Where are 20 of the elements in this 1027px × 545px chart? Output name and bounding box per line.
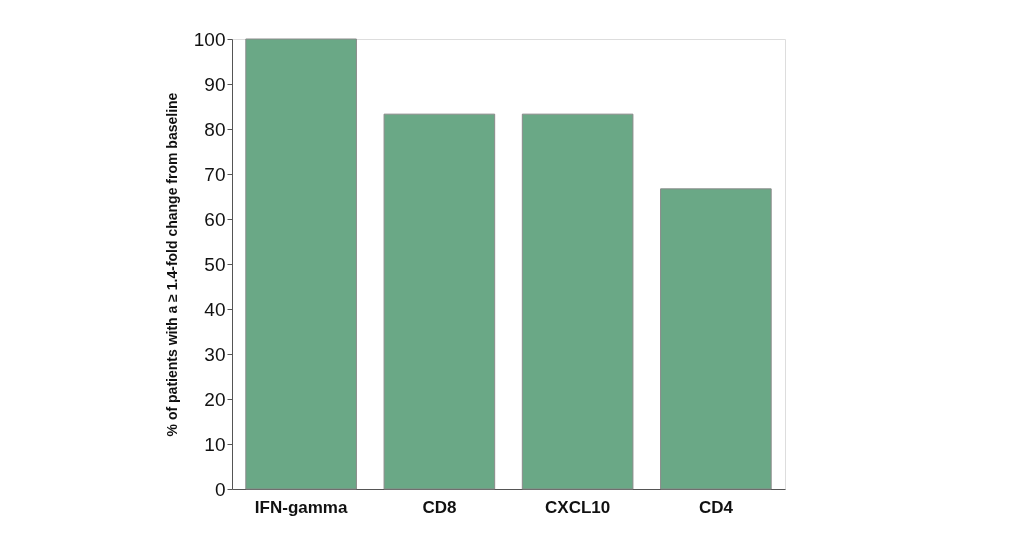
y-tick-label: 40 (204, 298, 226, 320)
x-tick-label: IFN-gamma (254, 497, 348, 517)
y-axis-title: % of patients with a ≥ 1.4-fold change from baseline (163, 92, 180, 437)
x-tick-label: CXCL10 (545, 497, 611, 517)
y-tick-label: 20 (204, 388, 226, 410)
y-tick-label: 90 (204, 73, 226, 95)
y-tick-label: 30 (204, 343, 226, 365)
bar (383, 113, 496, 490)
bar (521, 113, 634, 490)
y-tick-label: 50 (204, 253, 226, 275)
bar (660, 188, 772, 490)
y-tick-label: 60 (204, 208, 226, 230)
x-tick-label: CD8 (422, 497, 457, 517)
x-tick-label: CD4 (698, 497, 734, 517)
y-tick-label: 0 (214, 478, 226, 500)
y-tick-label: 80 (204, 118, 226, 140)
y-tick-label: 10 (204, 433, 226, 455)
y-tick-label: 100 (193, 28, 226, 50)
y-tick-label: 70 (204, 163, 226, 185)
bar (245, 38, 357, 490)
